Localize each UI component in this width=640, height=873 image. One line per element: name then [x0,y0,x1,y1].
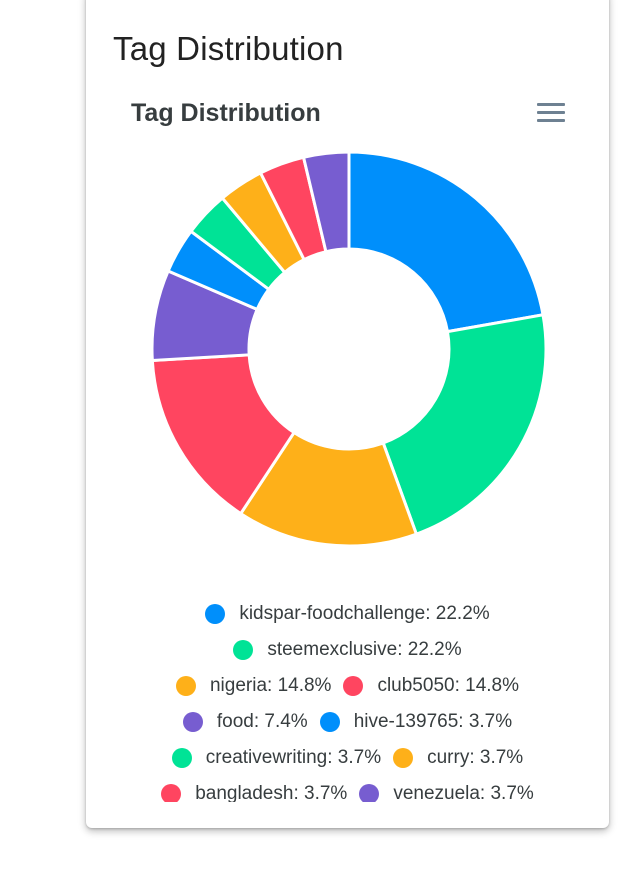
legend-marker [161,784,182,802]
legend-marker [319,712,340,732]
legend-item-hive-139765[interactable]: hive-139765: 3.7% [319,711,513,733]
legend-label: steemexclusive: 22.2% [267,639,462,660]
legend-marker [182,712,203,732]
legend-row: creativewriting: 3.7% curry: 3.7% [86,740,609,776]
legend-label: curry: 3.7% [427,747,524,768]
legend-row: kidspar-foodchallenge: 22.2% [86,596,609,632]
legend-marker [233,640,254,660]
legend-row: steemexclusive: 22.2% [86,632,609,668]
legend-label: nigeria: 14.8% [209,675,332,696]
legend-item-club5050[interactable]: club5050: 14.8% [343,675,519,697]
donut-slice-steemexclusive[interactable] [381,313,548,537]
legend-item-steemexclusive[interactable]: steemexclusive: 22.2% [233,639,462,661]
donut-slice-venezuela[interactable] [301,150,351,254]
legend-marker [205,604,226,624]
legend-marker [393,748,414,768]
legend-label: hive-139765: 3.7% [353,711,513,732]
legend-item-venezuela[interactable]: venezuela: 3.7% [359,783,534,802]
legend-marker [175,676,196,696]
legend-row: bangladesh: 3.7% venezuela: 3.7% [86,776,609,802]
legend-item-nigeria[interactable]: nigeria: 14.8% [175,675,332,697]
legend-item-curry[interactable]: curry: 3.7% [393,747,523,769]
legend-item-food[interactable]: food: 7.4% [182,711,308,733]
legend-label: creativewriting: 3.7% [205,747,382,768]
legend-marker [171,748,192,768]
legend-item-creativewriting[interactable]: creativewriting: 3.7% [171,747,382,769]
donut-slice-kidspar-foodchallenge[interactable] [347,150,545,334]
legend-item-bangladesh[interactable]: bangladesh: 3.7% [161,783,347,802]
legend-label: venezuela: 3.7% [393,783,534,802]
legend-marker [343,676,364,696]
legend-label: food: 7.4% [216,711,308,732]
legend-row: food: 7.4% hive-139765: 3.7% [86,704,609,740]
legend-label: bangladesh: 3.7% [195,783,348,802]
legend-item-kidspar-foodchallenge[interactable]: kidspar-foodchallenge: 22.2% [205,603,490,625]
legend-marker [359,784,380,802]
legend-row: nigeria: 14.8% club5050: 14.8% [86,668,609,704]
chart-title: Tag Distribution [131,99,321,127]
legend-label: kidspar-foodchallenge: 22.2% [239,603,490,624]
card-title: Tag Distribution [113,30,344,67]
chart-legend: kidspar-foodchallenge: 22.2% steemexclusi… [86,596,609,802]
legend-label: club5050: 14.8% [377,675,520,696]
hamburger-menu-icon[interactable] [537,103,565,125]
